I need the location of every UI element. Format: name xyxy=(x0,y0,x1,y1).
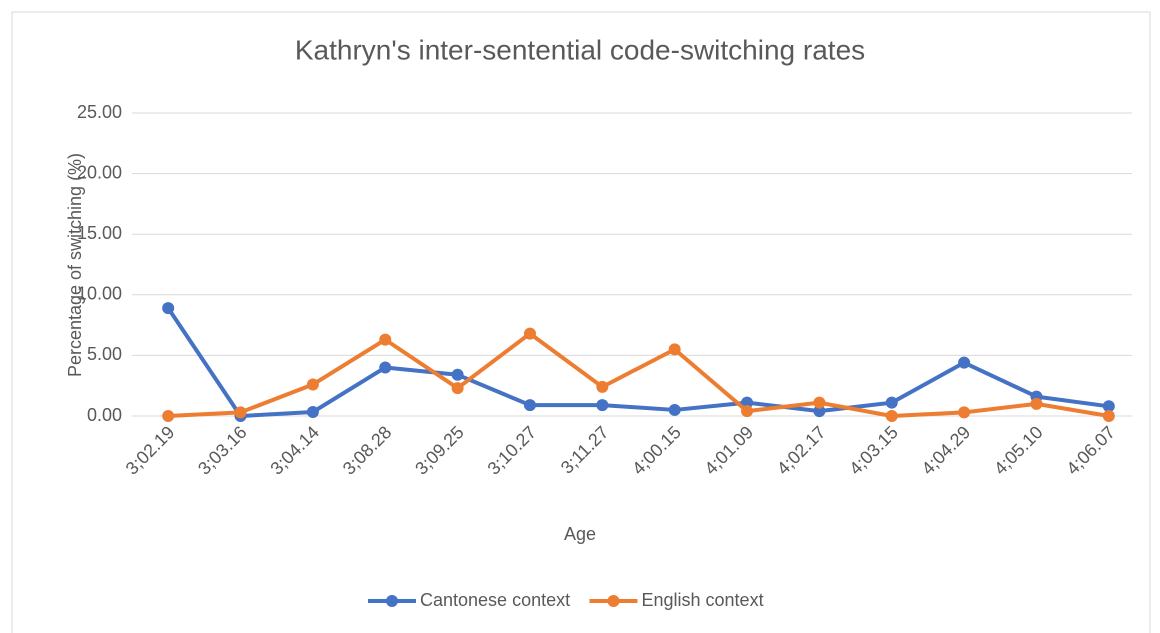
y-tick-label: 10.00 xyxy=(77,284,122,304)
legend-label: English context xyxy=(642,590,764,610)
data-point xyxy=(741,396,754,409)
data-point xyxy=(451,382,464,395)
data-point xyxy=(596,380,609,393)
legend-marker xyxy=(607,595,620,607)
data-point xyxy=(162,410,175,422)
data-point xyxy=(234,406,247,419)
chart-title: Kathryn's inter-sentential code-switchin… xyxy=(295,34,865,65)
data-point xyxy=(1030,397,1043,410)
chart-frame xyxy=(11,11,1151,633)
data-point xyxy=(885,396,898,409)
data-point xyxy=(813,405,826,418)
data-point xyxy=(523,327,536,340)
data-point xyxy=(523,399,536,412)
data-point xyxy=(958,356,971,369)
data-point xyxy=(306,378,319,391)
data-point xyxy=(379,333,392,346)
data-point xyxy=(596,399,609,412)
y-tick-label: 25.00 xyxy=(77,102,122,122)
data-point xyxy=(885,410,898,422)
data-point xyxy=(451,368,464,381)
data-point xyxy=(813,396,826,409)
data-point xyxy=(162,302,175,315)
data-point xyxy=(741,405,754,418)
data-point xyxy=(958,406,971,419)
x-axis-title: Age xyxy=(564,524,596,544)
data-point xyxy=(668,403,681,416)
y-axis-title: Percentage of switching (%) xyxy=(65,153,85,377)
y-tick-label: 0.00 xyxy=(87,405,122,425)
y-tick-label: 15.00 xyxy=(77,223,122,243)
data-point xyxy=(1102,400,1115,413)
legend-label: Cantonese context xyxy=(420,590,570,610)
series-line xyxy=(166,307,1110,418)
data-point xyxy=(306,406,319,419)
data-point xyxy=(1102,410,1115,422)
series-line xyxy=(168,331,1110,418)
y-tick-label: 20.00 xyxy=(77,162,122,182)
y-tick-label: 5.00 xyxy=(87,344,122,364)
data-point xyxy=(379,361,392,374)
legend-marker xyxy=(386,595,398,607)
data-point xyxy=(668,343,681,356)
